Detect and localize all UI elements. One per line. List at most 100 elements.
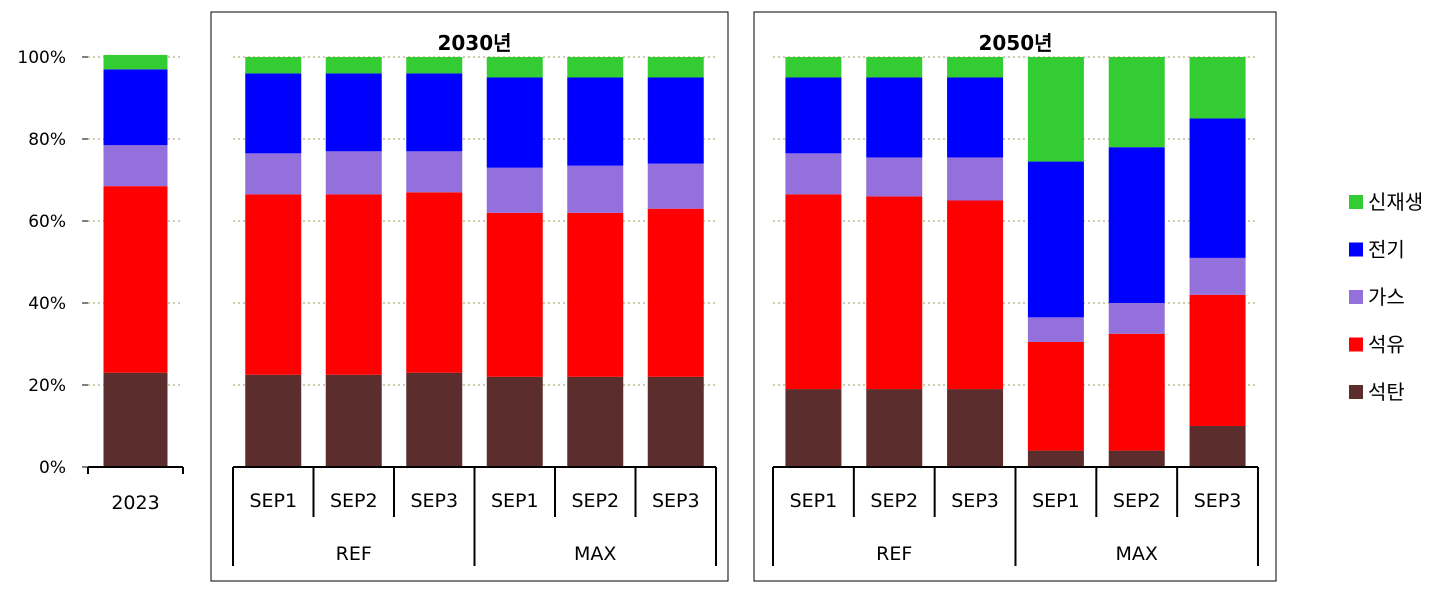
- bar-segment-석탄: [1027, 450, 1084, 467]
- bar-segment-신재생: [647, 57, 704, 78]
- bar-segment-석유: [1027, 341, 1084, 451]
- x-group-label: REF: [876, 543, 912, 565]
- bar-segment-가스: [325, 151, 382, 195]
- bar-segment-석유: [1189, 294, 1246, 426]
- panel-frame: [753, 11, 1277, 582]
- bar-segment-석탄: [947, 389, 1004, 467]
- bar-segment-석탄: [486, 376, 543, 467]
- bar-segment-가스: [103, 145, 168, 187]
- bar-segment-가스: [1108, 303, 1165, 334]
- x-tick-label: SEP1: [249, 490, 297, 512]
- x-tick-label: SEP3: [652, 490, 700, 512]
- legend-label: 신재생: [1368, 190, 1423, 214]
- legend-swatch-석탄: [1349, 385, 1363, 399]
- bar-segment-전기: [1027, 161, 1084, 318]
- bar-segment-석유: [866, 196, 923, 390]
- bar-segment-석유: [1108, 333, 1165, 451]
- bar-segment-신재생: [103, 54, 168, 70]
- bar-segment-전기: [647, 77, 704, 164]
- x-tick-label: SEP2: [870, 490, 918, 512]
- bar-segment-전기: [245, 73, 302, 154]
- x-tick-label: SEP2: [1113, 490, 1161, 512]
- panel-title: 2050년: [978, 31, 1052, 55]
- bar-segment-신재생: [866, 57, 923, 78]
- bar-segment-가스: [647, 163, 704, 209]
- bar-segment-석탄: [245, 374, 302, 467]
- bar-segment-가스: [486, 167, 543, 213]
- bar-segment-석탄: [103, 372, 168, 467]
- bar-segment-전기: [567, 77, 624, 166]
- bar-segment-신재생: [325, 57, 382, 74]
- x-group-label: MAX: [574, 543, 616, 565]
- bar-segment-가스: [406, 151, 463, 193]
- bar-segment-석탄: [325, 374, 382, 467]
- bar-segment-석유: [245, 194, 302, 375]
- x-tick-label: SEP2: [571, 490, 619, 512]
- legend-label: 석유: [1368, 333, 1405, 357]
- bar-segment-전기: [486, 77, 543, 168]
- bar-segment-석유: [947, 200, 1004, 390]
- bar-segment-가스: [1189, 257, 1246, 295]
- bar-segment-가스: [1027, 317, 1084, 342]
- bar-segment-신재생: [406, 57, 463, 74]
- legend-swatch-가스: [1349, 290, 1363, 304]
- bar-segment-가스: [785, 153, 842, 195]
- x-group-label: REF: [336, 543, 372, 565]
- bar-segment-신재생: [486, 57, 543, 78]
- legend-label: 전기: [1368, 238, 1405, 262]
- legend-swatch-전기: [1349, 242, 1363, 257]
- bar-segment-전기: [947, 77, 1004, 158]
- bar-segment-가스: [567, 165, 624, 213]
- x-tick-label: SEP1: [790, 490, 838, 512]
- bar-segment-신재생: [245, 57, 302, 74]
- y-tick-label: 80%: [28, 130, 66, 150]
- bar-segment-석유: [486, 212, 543, 377]
- legend-label: 가스: [1368, 285, 1405, 309]
- bar-segment-전기: [325, 73, 382, 152]
- x-tick-label: SEP3: [410, 490, 458, 512]
- y-tick-label: 40%: [28, 294, 66, 314]
- panel-frame: [210, 11, 729, 582]
- bar-segment-전기: [406, 73, 463, 152]
- y-tick-label: 0%: [39, 458, 66, 478]
- legend-swatch-석유: [1349, 337, 1363, 352]
- bar-segment-석탄: [1108, 450, 1165, 467]
- bar-segment-석유: [103, 186, 168, 373]
- y-tick-label: 60%: [28, 212, 66, 232]
- bar-segment-석탄: [567, 376, 624, 467]
- bar-segment-전기: [785, 77, 842, 154]
- x-tick-label: SEP1: [491, 490, 539, 512]
- x-tick-label: SEP3: [1194, 490, 1242, 512]
- bar-segment-석탄: [406, 372, 463, 467]
- bar-segment-신재생: [785, 57, 842, 78]
- panel-title: 2030년: [437, 31, 511, 55]
- bar-segment-석유: [785, 194, 842, 390]
- legend-swatch-신재생: [1349, 195, 1363, 209]
- bar-segment-가스: [947, 157, 1004, 201]
- x-tick-label: SEP3: [951, 490, 999, 512]
- bar-segment-석탄: [866, 389, 923, 467]
- bar-segment-석탄: [1189, 426, 1246, 467]
- bar-segment-석유: [406, 192, 463, 373]
- bar-segment-신재생: [1189, 57, 1246, 119]
- bar-segment-가스: [866, 157, 923, 197]
- x-group-label: MAX: [1116, 543, 1158, 565]
- y-tick-label: 100%: [17, 48, 66, 68]
- y-tick-label: 20%: [28, 376, 66, 396]
- x-tick-label: 2023: [111, 492, 159, 514]
- bar-segment-전기: [103, 69, 168, 146]
- bar-segment-석유: [325, 194, 382, 375]
- bar-segment-신재생: [1027, 57, 1084, 162]
- bar-segment-가스: [245, 153, 302, 195]
- bar-segment-석유: [567, 212, 624, 377]
- bar-segment-신재생: [1108, 57, 1165, 148]
- bar-segment-전기: [866, 77, 923, 158]
- bar-segment-전기: [1189, 118, 1246, 258]
- bar-segment-석유: [647, 208, 704, 377]
- x-tick-label: SEP1: [1032, 490, 1080, 512]
- bar-segment-석탄: [647, 376, 704, 467]
- legend-label: 석탄: [1368, 380, 1405, 404]
- bar-segment-석탄: [785, 389, 842, 467]
- bar-segment-전기: [1108, 147, 1165, 303]
